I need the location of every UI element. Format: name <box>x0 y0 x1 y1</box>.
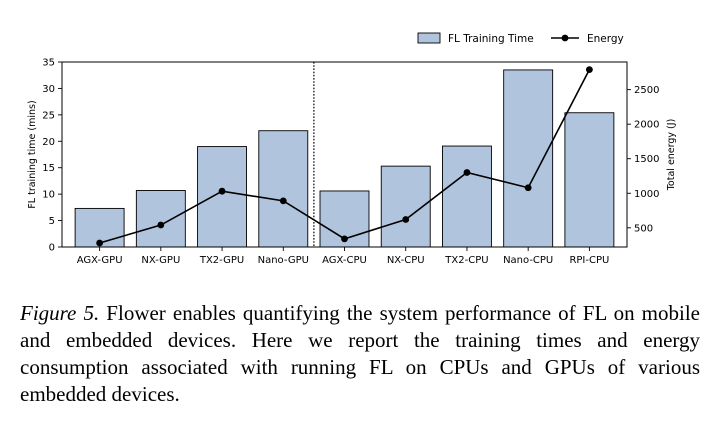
y-tick-label: 5 <box>49 216 55 227</box>
bar-nano-gpu <box>258 130 309 248</box>
chart-figure: FL Training Time Energy 0 5 10 15 20 25 30 35 500… <box>27 32 677 267</box>
bar-rpi-cpu <box>564 112 615 248</box>
x-tick-label: AGX-CPU <box>322 255 367 266</box>
y-axis-label: FL training time (mins) <box>27 100 38 208</box>
energy-point-rpi-cpu <box>585 66 593 73</box>
bar-tx2-gpu <box>197 146 247 248</box>
y2-axis-label: Total energy (J) <box>666 119 677 192</box>
energy-point-tx2-cpu <box>463 169 471 176</box>
x-tick-label: NX-CPU <box>387 255 425 266</box>
energy-point-tx2-gpu <box>218 187 226 195</box>
energy-point-nano-cpu <box>524 184 532 192</box>
y-tick-label: 30 <box>42 84 55 95</box>
y-tick-label: 35 <box>42 58 55 69</box>
legend-bar-label: FL Training Time <box>448 33 534 45</box>
x-tick-label: RPI-CPU <box>569 255 609 266</box>
energy-point-nano-gpu <box>279 197 287 205</box>
bar-nano-cpu <box>503 69 554 248</box>
y2-tick-label: 2000 <box>634 120 659 131</box>
energy-point-nx-cpu <box>402 216 410 223</box>
x-tick-label: Nano-CPU <box>503 255 553 266</box>
caption-text: Flower enables quantifying the system pe… <box>20 301 700 406</box>
y-tick-label: 15 <box>42 163 55 174</box>
y-tick-label: 25 <box>42 110 55 121</box>
legend-bar-swatch <box>417 32 441 44</box>
x-tick-label: Nano-GPU <box>258 255 309 266</box>
legend: FL Training Time Energy <box>417 32 624 45</box>
legend-line-label: Energy <box>587 33 624 45</box>
energy-point-nx-gpu <box>157 221 165 229</box>
energy-point-agx-cpu <box>341 235 348 243</box>
y-tick-label: 20 <box>42 137 55 148</box>
x-tick-label: TX2-CPU <box>444 255 488 266</box>
figure-label: Figure 5. <box>20 301 100 325</box>
bar-nx-gpu <box>135 189 186 248</box>
y2-tick-label: 1000 <box>634 189 659 200</box>
y-tick-label: 10 <box>42 190 55 201</box>
figure-caption: Figure 5. Flower enables quantifying the… <box>20 300 700 408</box>
plot-area: 0 5 10 15 20 25 30 35 500 1000 1500 2000 2500 AGX-GPU… <box>27 58 677 267</box>
y2-tick-label: 2500 <box>634 85 659 96</box>
x-tick-label: AGX-GPU <box>77 255 123 266</box>
y-tick-label: 0 <box>49 243 55 254</box>
legend-line-marker <box>561 34 569 42</box>
energy-point-agx-gpu <box>96 239 104 247</box>
y2-tick-label: 1500 <box>634 154 659 165</box>
y2-tick-label: 500 <box>634 223 653 234</box>
x-tick-label: TX2-GPU <box>199 255 244 266</box>
x-tick-label: NX-GPU <box>141 255 180 266</box>
bar-tx2-cpu <box>442 145 492 248</box>
